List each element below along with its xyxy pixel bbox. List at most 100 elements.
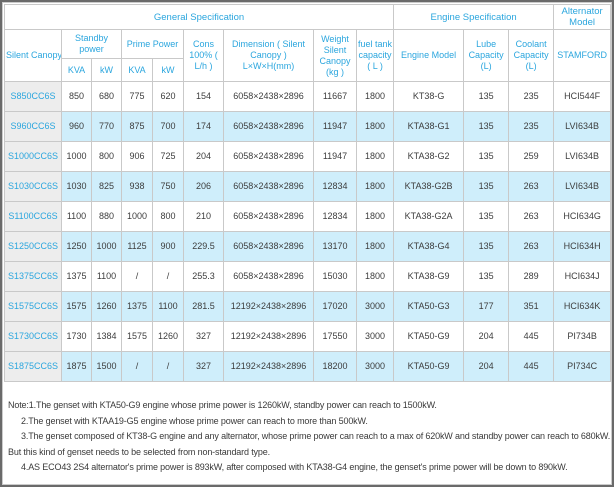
cell-prime-kw: 1100 bbox=[152, 291, 184, 322]
table-row: S1000CC6S 1000 800 906 725 204 6058×2438×2896 1… bbox=[4, 141, 611, 172]
cell-lube: 135 bbox=[463, 141, 510, 172]
cell-cons: 174 bbox=[183, 111, 224, 142]
cell-dimension: 12192×2438×2896 bbox=[223, 321, 314, 352]
model-cell: S1000CC6S bbox=[4, 141, 62, 172]
cell-fuel-tank: 1800 bbox=[355, 171, 395, 202]
cell-cons: 210 bbox=[183, 201, 224, 232]
cell-dimension: 12192×2438×2896 bbox=[223, 351, 314, 382]
cell-coolant: 259 bbox=[508, 141, 555, 172]
model-cell: S1100CC6S bbox=[4, 201, 62, 232]
cell-standby-kw: 1100 bbox=[91, 261, 122, 292]
cell-weight: 12834 bbox=[313, 201, 357, 232]
model-cell: S1730CC6S bbox=[4, 321, 62, 352]
cell-standby-kva: 1575 bbox=[61, 291, 92, 322]
cell-prime-kw: 700 bbox=[152, 111, 184, 142]
cell-lube: 204 bbox=[463, 351, 510, 382]
cell-alternator: PI734B bbox=[553, 321, 611, 352]
cell-alternator: PI734C bbox=[553, 351, 611, 382]
cell-cons: 327 bbox=[183, 321, 224, 352]
cell-coolant: 263 bbox=[508, 201, 555, 232]
cell-lube: 135 bbox=[463, 171, 510, 202]
cell-dimension: 6058×2438×2896 bbox=[223, 231, 314, 262]
cell-engine-model: KT38-G bbox=[393, 81, 465, 112]
cell-weight: 15030 bbox=[313, 261, 357, 292]
cell-prime-kva: 938 bbox=[121, 171, 153, 202]
cell-weight: 18200 bbox=[313, 351, 357, 382]
cell-lube: 135 bbox=[463, 201, 510, 232]
cell-standby-kw: 1500 bbox=[91, 351, 122, 382]
cell-standby-kva: 1100 bbox=[61, 201, 92, 232]
col-header-stamford: STAMFORD bbox=[553, 29, 611, 82]
cell-prime-kva: 775 bbox=[121, 81, 153, 112]
cell-weight: 17550 bbox=[313, 321, 357, 352]
model-cell: S1250CC6S bbox=[4, 231, 62, 262]
cell-standby-kva: 1000 bbox=[61, 141, 92, 172]
cell-prime-kva: 1125 bbox=[121, 231, 153, 262]
cell-fuel-tank: 3000 bbox=[355, 321, 395, 352]
cell-engine-model: KTA38-G2B bbox=[393, 171, 465, 202]
cell-cons: 255.3 bbox=[183, 261, 224, 292]
cell-lube: 135 bbox=[463, 231, 510, 262]
cell-coolant: 263 bbox=[508, 231, 555, 262]
col-header-prime-kw: kW bbox=[152, 58, 184, 82]
cell-alternator: LVI634B bbox=[553, 111, 611, 142]
cell-weight: 11667 bbox=[313, 81, 357, 112]
table-row: S960CC6S 960 770 875 700 174 6058×2438×2896 119… bbox=[4, 111, 611, 142]
cell-prime-kw: / bbox=[152, 261, 184, 292]
cell-fuel-tank: 3000 bbox=[355, 291, 395, 322]
model-cell: S1575CC6S bbox=[4, 291, 62, 322]
cell-engine-model: KTA50-G9 bbox=[393, 321, 465, 352]
col-header-prime-kva: KVA bbox=[121, 58, 153, 82]
cell-dimension: 6058×2438×2896 bbox=[223, 81, 314, 112]
table-row: S1100CC6S 1100 880 1000 800 210 6058×2438×2896… bbox=[4, 201, 611, 232]
cell-standby-kw: 1384 bbox=[91, 321, 122, 352]
note-line: 3.The genset composed of KT38-G engine a… bbox=[21, 431, 610, 441]
cell-weight: 17020 bbox=[313, 291, 357, 322]
cell-fuel-tank: 1800 bbox=[355, 111, 395, 142]
cell-cons: 204 bbox=[183, 141, 224, 172]
cell-cons: 206 bbox=[183, 171, 224, 202]
cell-prime-kva: 1575 bbox=[121, 321, 153, 352]
cell-standby-kva: 1250 bbox=[61, 231, 92, 262]
spec-table: General Specification Engine Specificati… bbox=[3, 4, 611, 382]
cell-alternator: HCI544F bbox=[553, 81, 611, 112]
cell-standby-kw: 800 bbox=[91, 141, 122, 172]
col-header-coolant-capacity: Coolant Capacity (L) bbox=[508, 29, 555, 82]
notes-section: Note:1.The genset with KTA50-G9 engine w… bbox=[4, 398, 610, 476]
cell-dimension: 6058×2438×2896 bbox=[223, 201, 314, 232]
note-line: Note:1.The genset with KTA50-G9 engine w… bbox=[8, 400, 437, 410]
cell-standby-kva: 1730 bbox=[61, 321, 92, 352]
cell-engine-model: KTA50-G9 bbox=[393, 351, 465, 382]
model-cell: S1875CC6S bbox=[4, 351, 62, 382]
cell-engine-model: KTA50-G3 bbox=[393, 291, 465, 322]
cell-coolant: 445 bbox=[508, 321, 555, 352]
cell-prime-kva: / bbox=[121, 261, 153, 292]
cell-prime-kw: 750 bbox=[152, 171, 184, 202]
note-line: 2.The genset with KTAA19-G5 engine whose… bbox=[21, 415, 368, 426]
table-row: S850CC6S 850 680 775 620 154 6058×2438×2896 116… bbox=[4, 81, 611, 112]
col-header-silent-canopy: Silent Canopy bbox=[4, 29, 62, 82]
cell-dimension: 6058×2438×2896 bbox=[223, 111, 314, 142]
cell-fuel-tank: 1800 bbox=[355, 201, 395, 232]
cell-coolant: 445 bbox=[508, 351, 555, 382]
cell-dimension: 6058×2438×2896 bbox=[223, 141, 314, 172]
cell-dimension: 6058×2438×2896 bbox=[223, 171, 314, 202]
cell-standby-kva: 1875 bbox=[61, 351, 92, 382]
cell-coolant: 263 bbox=[508, 171, 555, 202]
cell-standby-kva: 1030 bbox=[61, 171, 92, 202]
cell-weight: 13170 bbox=[313, 231, 357, 262]
table-row: S1875CC6S 1875 1500//327 12192×2438×2896 182… bbox=[4, 351, 611, 382]
model-cell: S1030CC6S bbox=[4, 171, 62, 202]
cell-weight: 11947 bbox=[313, 111, 357, 142]
cell-alternator: HCI634K bbox=[553, 291, 611, 322]
cell-standby-kva: 1375 bbox=[61, 261, 92, 292]
cell-cons: 281.5 bbox=[183, 291, 224, 322]
cell-cons: 154 bbox=[183, 81, 224, 112]
cell-standby-kw: 880 bbox=[91, 201, 122, 232]
col-header-engine-model: Engine Model bbox=[393, 29, 465, 82]
col-header-engine-specification: Engine Specification bbox=[393, 4, 555, 30]
cell-prime-kva: 875 bbox=[121, 111, 153, 142]
cell-coolant: 235 bbox=[508, 111, 555, 142]
